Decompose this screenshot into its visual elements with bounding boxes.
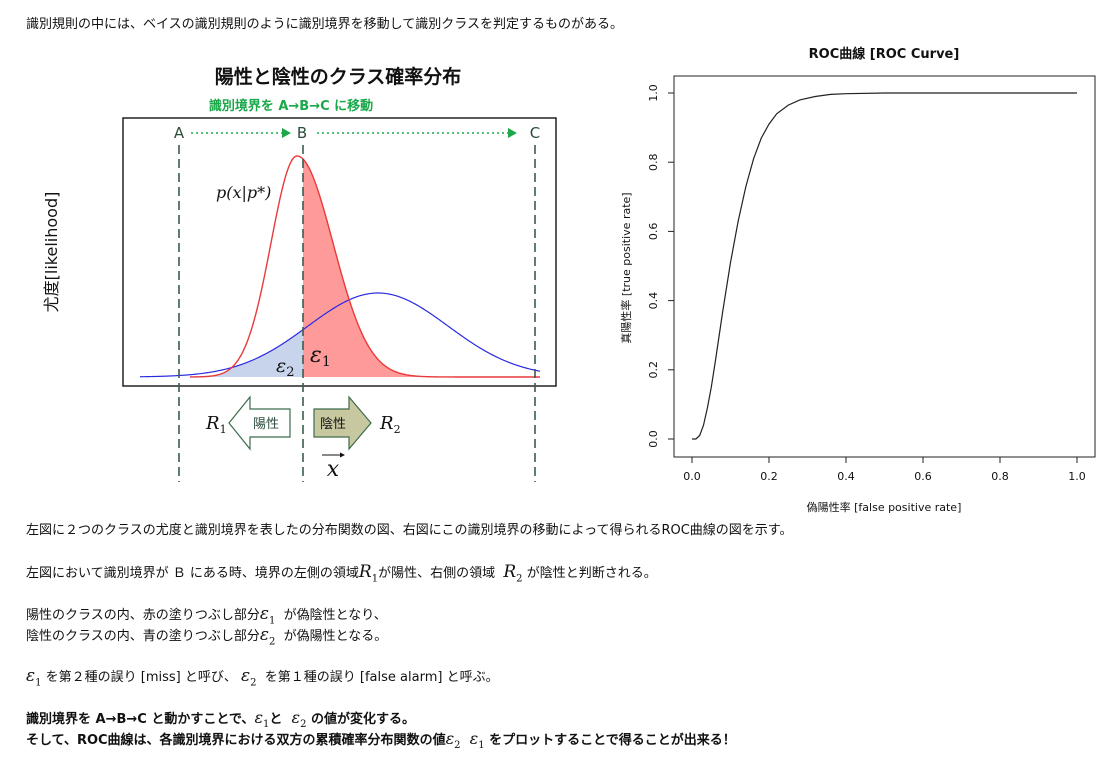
paragraph-3: 陽性のクラスの内、赤の塗りつぶし部分ε1 が偽陰性となり、 <box>26 604 387 627</box>
roc-x-tick-label: 1.0 <box>1068 470 1086 483</box>
plot-frame <box>122 117 557 387</box>
p6-eps1: ε1 <box>254 708 270 731</box>
left-ylabel: 尤度[likelihood] <box>42 192 61 313</box>
p5-eps1: ε1 <box>26 666 42 689</box>
positive-curve <box>190 155 540 378</box>
left-figure-subtitle: 識別境界を A→B→C に移動 <box>209 98 373 114</box>
paragraph-2: 左図において識別境界が Ｂ にある時、境界の左側の領域R1が陽性、右側の領域 R… <box>26 564 657 587</box>
eps1-fill <box>303 159 420 377</box>
negative-curve <box>139 292 541 378</box>
p3-eps: ε1 <box>259 604 276 627</box>
p2-text-b: が陽性、右側の領域 <box>378 566 496 581</box>
roc-y-tick-label: 0.4 <box>647 292 660 310</box>
roc-y-tick-label: 1.0 <box>647 84 660 102</box>
x-vector-arrow-head <box>340 452 345 458</box>
paragraph-4: 陰性のクラスの内、青の塗りつぶし部分ε2 が偽陽性となる。 <box>26 625 388 648</box>
x-label: x <box>327 457 340 482</box>
intro-text: 識別規則の中には、ベイスの識別規則のように識別境界を移動して識別クラスを判定する… <box>26 17 623 32</box>
paragraph-6: 識別境界を A→B→C と動かすことで、ε1と ε2 の値が変化する。 <box>26 708 415 731</box>
positive-region-arrow <box>228 395 291 451</box>
roc-x-tick-label: 0.2 <box>760 470 778 483</box>
p5-eps2: ε2 <box>241 666 257 689</box>
p2-text-c: が陰性と判断される。 <box>526 566 657 581</box>
eps2-fill <box>200 329 303 377</box>
boundary-a-label: A <box>174 124 185 142</box>
p6-eps2: ε2 <box>291 708 307 731</box>
roc-x-tick-label: 0.0 <box>683 470 701 483</box>
eps2-label: ε2 <box>276 355 294 380</box>
roc-y-tick-label: 0.2 <box>647 361 660 379</box>
p2-r2: R2 <box>503 562 523 585</box>
positive-region-label: 陽性 <box>253 417 279 432</box>
roc-y-tick-label: 0.8 <box>647 153 660 171</box>
roc-ylabel: 真陽性率 [true positive rate] <box>619 192 633 343</box>
pdf-label: p(x|p*) <box>216 183 271 202</box>
left-figure-title: 陽性と陰性のクラス確率分布 <box>215 65 462 88</box>
roc-x-tick-label: 0.4 <box>837 470 855 483</box>
roc-xlabel: 偽陽性率 [false positive rate] <box>807 500 962 514</box>
roc-x-tick-label: 0.8 <box>991 470 1009 483</box>
roc-chart: ROC曲線 [ROC Curve] 0.0 0.2 0.4 0.6 0.8 1.0 0.0 0… <box>619 46 1096 514</box>
roc-title: ROC曲線 [ROC Curve] <box>809 46 960 62</box>
paragraph-5: ε1 を第２種の誤り [miss] と呼び、 ε2 を第１種の誤り [false… <box>26 666 499 689</box>
boundary-c-label: C <box>530 124 540 142</box>
roc-curve <box>692 92 1077 440</box>
p7-eps2: ε2 <box>445 729 461 752</box>
p4-eps: ε2 <box>259 625 276 648</box>
p2-text-a: 左図において識別境界が Ｂ にある時、境界の左側の領域 <box>26 566 359 581</box>
negative-region-label: 陰性 <box>320 417 346 432</box>
boundary-b-label: B <box>297 124 307 142</box>
negative-region-arrow <box>313 395 372 451</box>
paragraph-1: 左図に２つのクラスの尤度と識別境界を表したの分布関数の図、右図にこの識別境界の移… <box>26 523 793 538</box>
likelihood-figure: 陽性と陰性のクラス確率分布 識別境界を A→B→C に移動 A B C 尤度[l… <box>42 65 557 482</box>
roc-y-tick-label: 0.6 <box>647 223 660 241</box>
arrow-a-to-b-head <box>282 128 291 138</box>
p2-r1: R1 <box>358 562 379 585</box>
roc-x-tick-label: 0.6 <box>914 470 932 483</box>
roc-y-tick-label: 0.0 <box>647 430 660 448</box>
eps1-label: ε1 <box>310 343 331 370</box>
paragraph-7: そして、ROC曲線は、各識別境界における双方の累積確率分布関数の値ε2 ε1 を… <box>26 729 736 752</box>
arrow-b-to-c-head <box>508 128 517 138</box>
p7-eps1: ε1 <box>469 729 485 752</box>
r2-label: R2 <box>379 413 401 436</box>
r1-label: R1 <box>205 413 227 436</box>
roc-plot-frame <box>673 75 1096 458</box>
